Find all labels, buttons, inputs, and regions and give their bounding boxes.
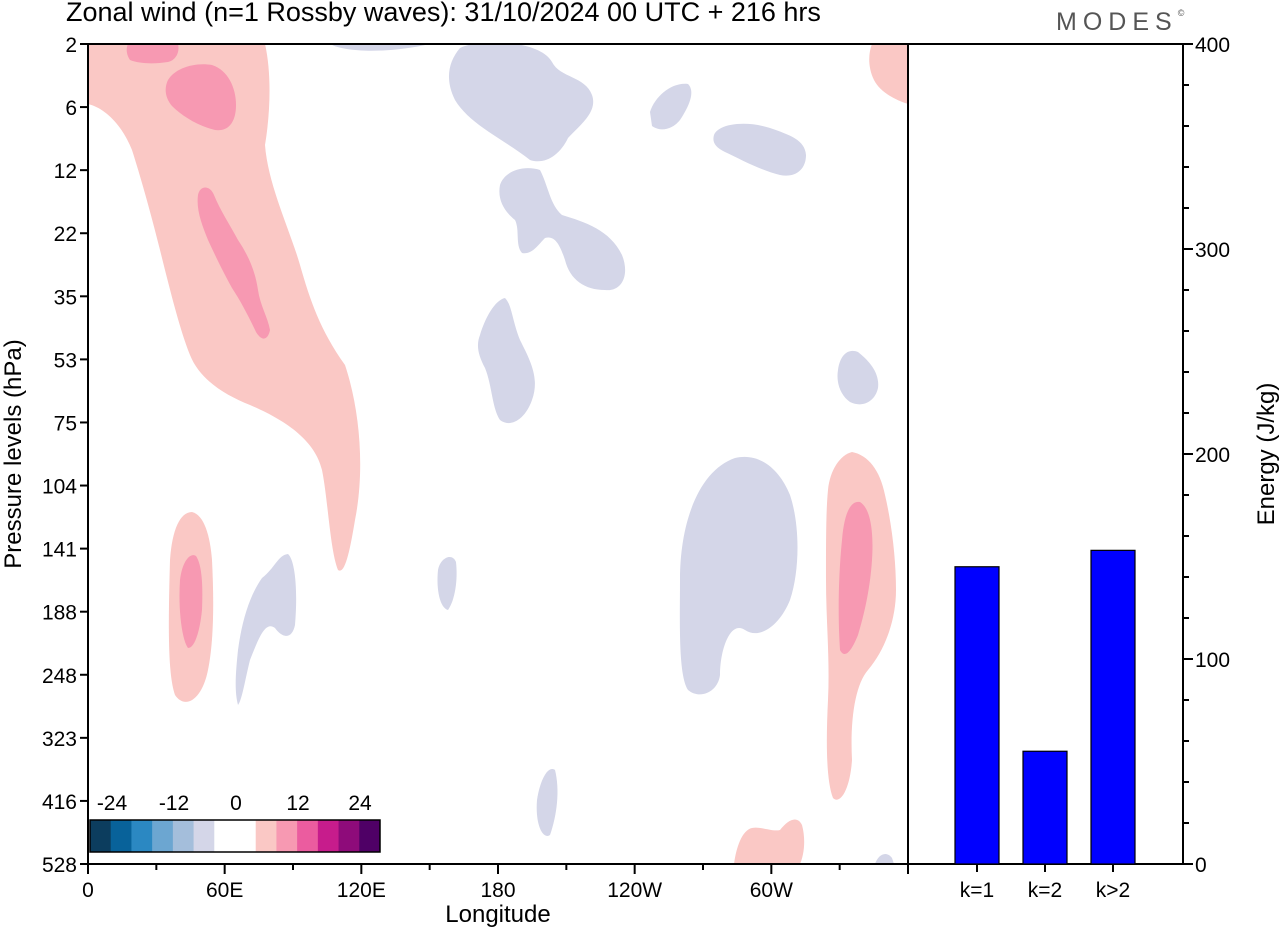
y-tick-label: 248 [42, 665, 77, 688]
energy-axis: 0 100 200 300 400 [1183, 34, 1230, 877]
pos-region [869, 44, 908, 104]
energy-bar [954, 566, 1000, 865]
chart-title: Zonal wind (n=1 Rossby waves): 31/10/202… [66, 0, 821, 27]
neg-region [713, 123, 806, 176]
neg-region [330, 44, 430, 51]
neg-region [499, 168, 626, 291]
energy-bar [1090, 549, 1136, 865]
y-tick-label: 53 [54, 349, 77, 372]
neg-region [437, 556, 457, 610]
colorbar-frame [89, 819, 381, 853]
colorbar-swatch [359, 820, 381, 852]
colorbar-swatch [235, 820, 257, 852]
y-tick-label: 6 [65, 97, 77, 120]
colorbar-swatch [214, 820, 236, 852]
bar-category-label: k=2 [1028, 879, 1062, 902]
bar-category-label: k>2 [1096, 879, 1130, 902]
x-tick-label: 60E [206, 879, 243, 902]
y-tick-label: 2 [65, 34, 77, 57]
y-tick-label: 104 [42, 476, 77, 499]
colorbar-tick-label: -24 [97, 792, 128, 815]
neg-region [536, 769, 558, 836]
energy-tick-label: 300 [1195, 239, 1230, 262]
longitude-axis: 0 60E 120E 180 120W 60W [82, 864, 909, 902]
y-tick-label: 12 [54, 160, 77, 183]
pos-region [734, 819, 805, 864]
colorbar: -24 -12 0 12 24 [89, 792, 381, 853]
x-tick-label: 120E [337, 879, 386, 902]
y-tick-label: 528 [42, 854, 77, 877]
colorbar-swatch [172, 820, 195, 852]
neg-region [650, 83, 692, 130]
x-tick-label: 0 [82, 879, 94, 902]
y-tick-label: 188 [42, 602, 77, 625]
pos-core [165, 64, 236, 131]
bar-category-labels: k=1 k=2 k>2 [960, 864, 1130, 902]
y-tick-label: 35 [54, 286, 77, 309]
colorbar-swatch [255, 820, 277, 852]
colorbar-tick-label: 0 [230, 792, 242, 815]
neg-region [477, 298, 535, 424]
energy-tick-label: 400 [1195, 34, 1230, 57]
energy-bar [1022, 750, 1068, 865]
neg-region [235, 554, 297, 705]
bar-panel-frame [907, 43, 1184, 865]
energy-tick-label: 200 [1195, 444, 1230, 467]
y-tick-label: 22 [54, 223, 77, 246]
contour-field [88, 44, 908, 864]
colorbar-swatch [110, 820, 132, 852]
energy-axis-title: Energy (J/kg) [1253, 383, 1280, 526]
pos-region [88, 44, 361, 571]
neg-region [679, 456, 798, 695]
colorbar-swatch [152, 820, 174, 852]
colorbar-swatch [131, 820, 153, 852]
y-tick-label: 141 [42, 539, 77, 562]
pos-core [179, 555, 203, 648]
pos-core [197, 187, 270, 339]
x-axis-title: Longitude [445, 901, 550, 928]
colorbar-tick-label: 12 [286, 792, 309, 815]
colorbar-swatch [338, 820, 360, 852]
colorbar-swatch [193, 820, 215, 852]
modes-logo: MODES© [1056, 8, 1185, 36]
y-tick-label: 416 [42, 791, 77, 814]
y-tick-label: 323 [42, 728, 77, 751]
colorbar-tick-label: 24 [348, 792, 372, 815]
neg-region [837, 350, 879, 405]
negative-anomaly-regions [235, 44, 894, 864]
colorbar-tick-label: -12 [159, 792, 189, 815]
neg-region [875, 853, 894, 864]
energy-tick-label: 0 [1195, 854, 1207, 877]
pos-core [126, 44, 179, 64]
colorbar-swatch [297, 820, 319, 852]
x-tick-label: 120W [607, 879, 662, 902]
pressure-axis: 2 6 12 22 35 53 75 104 141 188 248 323 416 528 [42, 34, 88, 877]
energy-bars [954, 549, 1136, 865]
positive-core-regions [126, 44, 873, 655]
colorbar-swatch [90, 820, 112, 852]
x-tick-label: 180 [480, 879, 515, 902]
logo-text: MODES [1056, 8, 1178, 36]
x-tick-label: 60W [750, 879, 793, 902]
energy-tick-label: 100 [1195, 649, 1230, 672]
y-tick-label: 75 [54, 412, 77, 435]
colorbar-swatch [276, 820, 298, 852]
neg-region [449, 44, 594, 162]
y-axis-title: Pressure levels (hPa) [0, 339, 27, 568]
colorbar-swatch [317, 820, 340, 852]
pos-core [838, 501, 873, 655]
bar-category-label: k=1 [960, 879, 994, 902]
